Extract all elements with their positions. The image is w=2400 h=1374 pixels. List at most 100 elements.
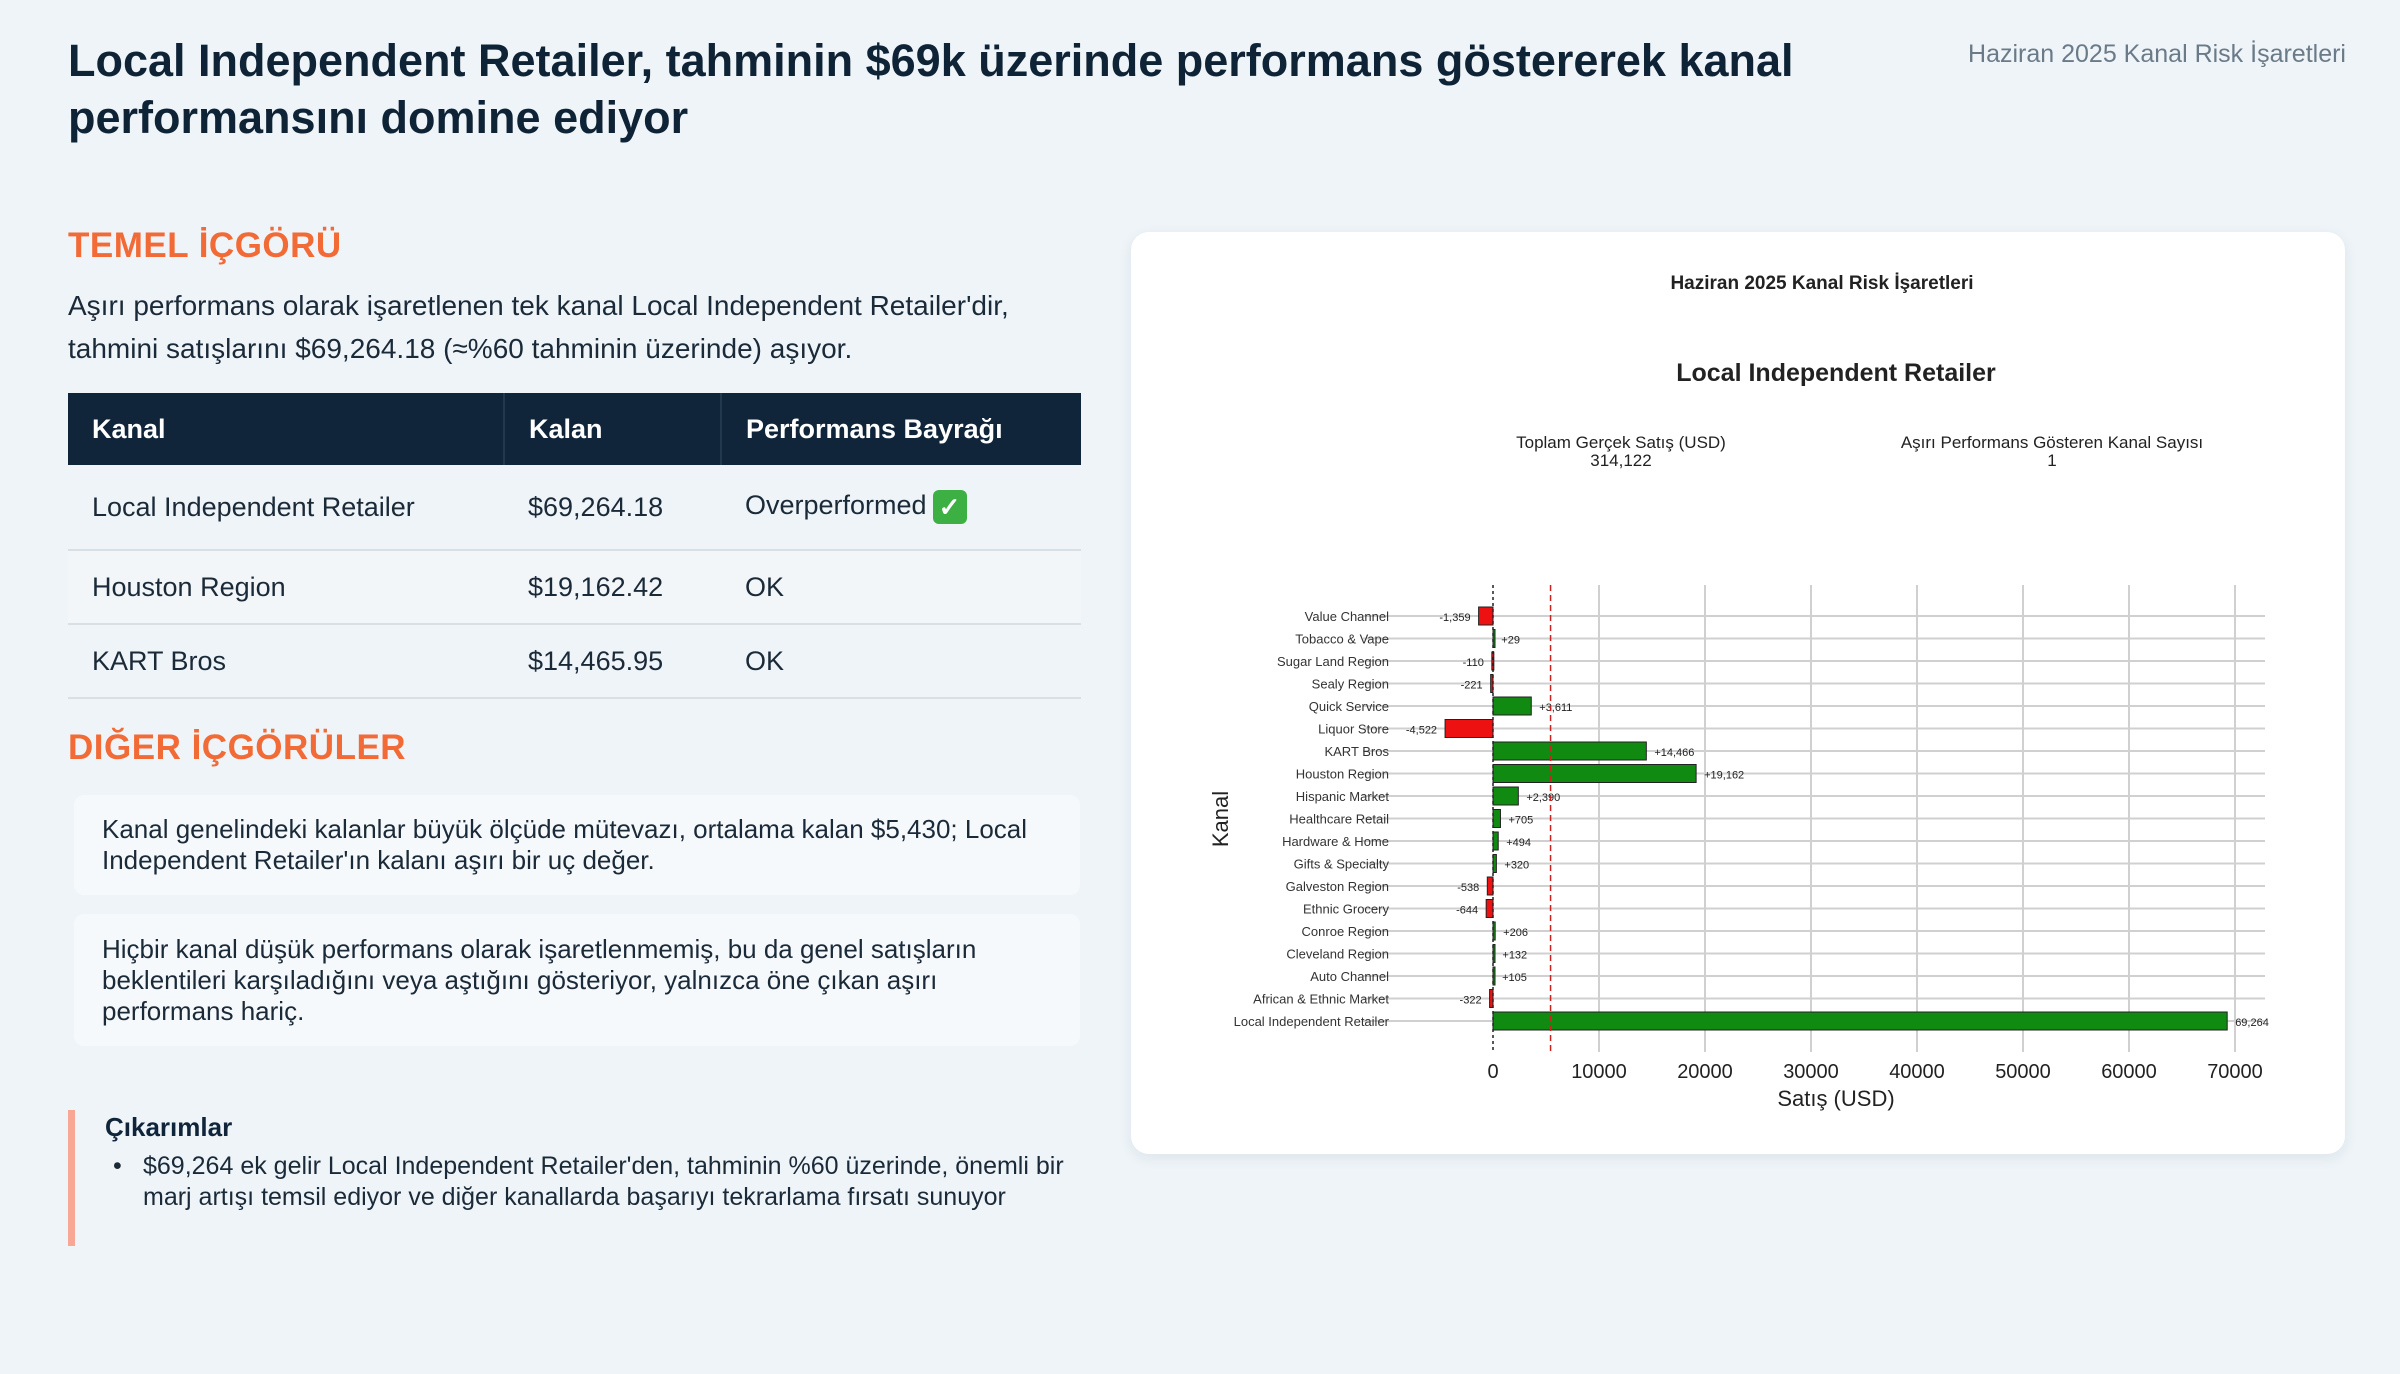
- bar-label: +105: [1502, 972, 1527, 984]
- outcome-item: $69,264 ek gelir Local Independent Retai…: [105, 1151, 1083, 1213]
- category-label: Hardware & Home: [1282, 834, 1389, 849]
- bar: [1491, 651, 1495, 671]
- header-tag: Haziran 2025 Kanal Risk İşaretleri: [1968, 40, 2346, 68]
- insight-card: Kanal genelindeki kalanlar büyük ölçüde …: [74, 795, 1080, 895]
- bar-label: 69,264: [2235, 1017, 2269, 1029]
- bar: [1492, 921, 1496, 941]
- bar-label: +320: [1504, 860, 1529, 872]
- key-insight-heading: TEMEL İÇGÖRÜ: [68, 226, 342, 265]
- category-label: Houston Region: [1296, 767, 1389, 782]
- insight-text: Kanal genelindeki kalanlar büyük ölçüde …: [102, 814, 1028, 875]
- kpi-label: Aşırı Performans Gösteren Kanal Sayısı: [1901, 433, 2203, 452]
- bar-label: -110: [1463, 657, 1484, 669]
- residual-bar-chart: Haziran 2025 Kanal Risk İşaretleri Local …: [1208, 273, 2269, 1111]
- category-label: Auto Channel: [1310, 969, 1389, 984]
- other-insights-heading: DIĞER İÇGÖRÜLER: [68, 728, 407, 767]
- x-tick-label: 10000: [1571, 1061, 1627, 1083]
- x-tick-label: 40000: [1889, 1061, 1945, 1083]
- outcomes-box: Çıkarımlar $69,264 ek gelir Local Indepe…: [68, 1110, 1083, 1246]
- bar: [1444, 719, 1494, 738]
- table-row: KART Bros $14,465.95 OK: [68, 624, 1081, 699]
- x-tick-label: 20000: [1677, 1061, 1733, 1083]
- chart-title: Haziran 2025 Kanal Risk İşaretleri: [1670, 273, 1973, 294]
- kanal-table: Kanal Kalan Performans Bayrağı Local Ind…: [68, 393, 1081, 699]
- cell-flag: OK: [721, 550, 1081, 625]
- kpi-value: 1: [2047, 451, 2056, 470]
- table-header-kanal: Kanal: [68, 393, 505, 465]
- category-label: Liquor Store: [1318, 722, 1389, 737]
- kpi-value: 314,122: [1590, 451, 1651, 470]
- bar-label: +2,390: [1526, 792, 1560, 804]
- bar-label: +19,162: [1704, 770, 1744, 782]
- key-insight-text: Aşırı performans olarak işaretlenen tek …: [68, 290, 1009, 364]
- bar: [1486, 876, 1494, 896]
- cell-kanal: Houston Region: [68, 550, 504, 625]
- chart-subtitle: Local Independent Retailer: [1676, 359, 1996, 387]
- cell-kanal: KART Bros: [68, 624, 504, 699]
- x-tick-label: 0: [1487, 1061, 1498, 1083]
- insight-card: Hiçbir kanal düşük performans olarak işa…: [74, 914, 1080, 1046]
- flag-text: Overperformed: [745, 490, 927, 521]
- table-row: Local Independent Retailer $69,264.18 Ov…: [68, 465, 1081, 551]
- category-label: Conroe Region: [1302, 924, 1389, 939]
- category-label: Hispanic Market: [1296, 789, 1390, 804]
- chart-card: Haziran 2025 Kanal Risk İşaretleri Local …: [1131, 232, 2345, 1154]
- bar: [1489, 989, 1494, 1008]
- bar: [1485, 899, 1494, 918]
- bar-label: +29: [1501, 635, 1520, 647]
- bar-label: +14,466: [1654, 747, 1694, 759]
- cell-kalan: $14,465.95: [504, 624, 721, 699]
- bar: [1492, 1011, 2228, 1031]
- table-header-kalan: Kalan: [504, 393, 722, 465]
- cell-flag: Overperformed ✓: [721, 465, 1081, 551]
- category-label: Tobacco & Vape: [1295, 632, 1389, 647]
- bar-label: +3,611: [1539, 702, 1572, 714]
- kpi-label: Toplam Gerçek Satış (USD): [1516, 433, 1726, 452]
- category-label: KART Bros: [1324, 744, 1389, 759]
- bar: [1492, 786, 1519, 806]
- bar: [1492, 809, 1501, 828]
- x-tick-label: 60000: [2101, 1061, 2157, 1083]
- outcomes-list: $69,264 ek gelir Local Independent Retai…: [105, 1151, 1083, 1213]
- insight-text: Hiçbir kanal düşük performans olarak işa…: [102, 933, 977, 1026]
- bar-label: -644: [1456, 905, 1478, 917]
- bar: [1492, 741, 1647, 761]
- bar-label: +132: [1502, 950, 1527, 962]
- category-label: Local Independent Retailer: [1234, 1014, 1390, 1029]
- cell-kanal: Local Independent Retailer: [68, 465, 504, 551]
- category-label: Galveston Region: [1286, 879, 1389, 894]
- category-label: Healthcare Retail: [1289, 812, 1389, 827]
- bar: [1492, 696, 1532, 716]
- bar: [1492, 764, 1697, 783]
- bar-label: -4,522: [1406, 725, 1437, 737]
- page-title: Local Independent Retailer, tahminin $69…: [68, 35, 1794, 143]
- x-tick-label: 70000: [2207, 1061, 2263, 1083]
- cell-kalan: $19,162.42: [504, 550, 721, 625]
- category-label: Cleveland Region: [1286, 947, 1389, 962]
- table-header-row: Kanal Kalan Performans Bayrağı: [68, 393, 1081, 465]
- table-row: Houston Region $19,162.42 OK: [68, 550, 1081, 625]
- category-label: Sugar Land Region: [1277, 654, 1389, 669]
- bar-label: -221: [1461, 680, 1483, 692]
- cell-flag: OK: [721, 624, 1081, 699]
- category-label: Ethnic Grocery: [1303, 902, 1389, 917]
- category-label: Sealy Region: [1312, 677, 1389, 692]
- bar-label: +494: [1506, 837, 1531, 849]
- category-label: Value Channel: [1305, 609, 1389, 624]
- bar-label: -538: [1457, 882, 1479, 894]
- bar-label: +705: [1508, 815, 1533, 827]
- cell-kalan: $69,264.18: [504, 465, 721, 551]
- x-tick-label: 50000: [1995, 1061, 2051, 1083]
- x-axis-label: Satış (USD): [1777, 1086, 1894, 1111]
- bar: [1478, 606, 1494, 626]
- bar-label: -322: [1460, 995, 1482, 1007]
- category-label: Quick Service: [1309, 699, 1389, 714]
- bar: [1492, 629, 1496, 648]
- check-mark-icon: ✓: [932, 490, 967, 524]
- table-header-flag: Performans Bayrağı: [721, 393, 1081, 465]
- bar-label: -1,359: [1439, 612, 1470, 624]
- bar-label: +206: [1503, 927, 1528, 939]
- category-label: Gifts & Specialty: [1294, 857, 1390, 872]
- x-tick-label: 30000: [1783, 1061, 1839, 1083]
- outcomes-title: Çıkarımlar: [105, 1112, 233, 1142]
